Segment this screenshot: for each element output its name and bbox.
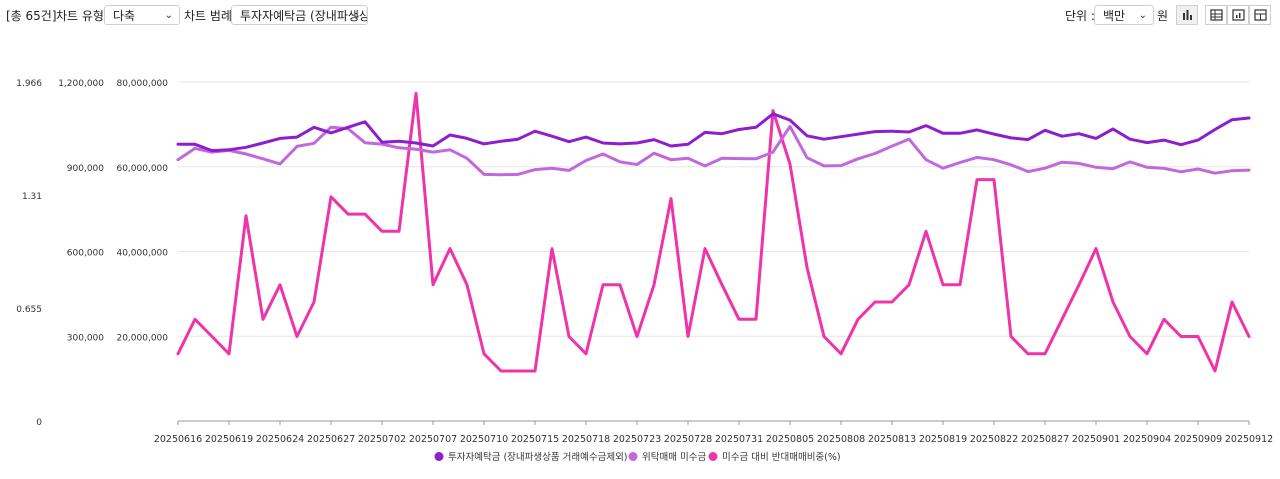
chart-legend-select[interactable]: 투자자예탁금 (장내파생상품 ⌄ xyxy=(231,5,368,25)
x-tick-label: 20250616 xyxy=(154,434,202,445)
chart-type-value: 다축 xyxy=(113,9,136,23)
x-tick-label: 20250813 xyxy=(868,434,916,445)
x-tick-label: 20250909 xyxy=(1174,434,1222,445)
legend-label-3: 미수금 대비 반대매매비중(%) xyxy=(722,452,841,463)
x-tick-label: 20250728 xyxy=(664,434,712,445)
x-tick-label: 20250619 xyxy=(205,434,253,445)
chevron-down-icon: ⌄ xyxy=(164,10,173,21)
legend-marker-2 xyxy=(628,452,638,461)
legend-label-1: 투자자예탁금 (장내파생상품 거래예수금제외) xyxy=(448,451,628,463)
x-tick-label: 20250723 xyxy=(613,434,661,445)
chart-table-icon xyxy=(1254,9,1267,21)
x-tick-label: 20250901 xyxy=(1072,434,1120,445)
table-chart-view-button[interactable] xyxy=(1227,5,1249,25)
y-tick-label: 1.966 xyxy=(16,79,42,89)
chart-type-label: 차트 유형 xyxy=(56,9,104,23)
y-tick-label: 60,000,000 xyxy=(116,164,168,174)
y-tick-label: 300,000 xyxy=(67,333,104,343)
x-tick-label: 20250702 xyxy=(358,434,406,445)
x-tick-label: 20250731 xyxy=(715,434,763,445)
chart-toolbar: [총 65건] 차트 유형 다축 ⌄ 차트 범례 투자자예탁금 (장내파생상품 … xyxy=(0,0,1280,32)
x-tick-label: 20250627 xyxy=(307,434,355,445)
table-view-button[interactable] xyxy=(1205,5,1227,25)
legend-marker-3 xyxy=(708,452,718,461)
y-tick-label: 900,000 xyxy=(67,164,104,174)
x-tick-label: 20250912 xyxy=(1225,434,1273,445)
x-tick-label: 20250624 xyxy=(256,434,304,445)
series-line-1 xyxy=(176,112,1251,153)
chevron-down-icon: ⌄ xyxy=(352,10,361,21)
x-tick-label: 20250710 xyxy=(460,434,508,445)
x-tick-label: 20250808 xyxy=(817,434,865,445)
series-line-3 xyxy=(176,91,1251,373)
y-tick-label: 0 xyxy=(36,418,42,428)
unit-select[interactable]: 백만 ⌄ xyxy=(1094,5,1154,25)
table-chart-icon xyxy=(1232,9,1245,21)
unit-suffix: 원 xyxy=(1157,9,1169,23)
y-tick-label: 600,000 xyxy=(67,249,104,259)
chart-legend-value: 투자자예탁금 (장내파생상품 xyxy=(240,9,368,23)
y-tick-label: 80,000,000 xyxy=(116,79,168,89)
total-count: [총 65건] xyxy=(6,9,57,23)
x-tick-label: 20250827 xyxy=(1021,434,1069,445)
y-tick-label: 0.655 xyxy=(16,305,42,315)
unit-value: 백만 xyxy=(1103,9,1126,23)
series-line-2 xyxy=(176,124,1251,177)
bar-chart-view-button[interactable] xyxy=(1176,5,1198,25)
y-tick-label: 20,000,000 xyxy=(116,333,168,343)
x-tick-label: 20250819 xyxy=(919,434,967,445)
x-tick-label: 20250805 xyxy=(766,434,814,445)
legend-marker-1 xyxy=(434,452,444,461)
y-tick-label: 1,200,000 xyxy=(58,79,104,89)
legend-label-2: 위탁매매 미수금 xyxy=(642,451,706,463)
y-tick-label: 1.31 xyxy=(22,192,42,202)
x-tick-label: 20250822 xyxy=(970,434,1018,445)
chart-legend-label: 차트 범례 xyxy=(184,9,232,23)
x-tick-label: 20250718 xyxy=(562,434,610,445)
x-tick-label: 20250707 xyxy=(409,434,457,445)
unit-label: 단위 : xyxy=(1065,9,1095,23)
chevron-down-icon: ⌄ xyxy=(1138,10,1147,21)
x-tick-label: 20250715 xyxy=(511,434,559,445)
table-icon xyxy=(1210,9,1223,21)
chart-table-view-button[interactable] xyxy=(1249,5,1271,25)
bar-chart-icon xyxy=(1183,10,1192,20)
chart-type-select[interactable]: 다축 ⌄ xyxy=(104,5,180,25)
x-tick-label: 20250904 xyxy=(1123,434,1171,445)
y-tick-label: 40,000,000 xyxy=(116,249,168,259)
